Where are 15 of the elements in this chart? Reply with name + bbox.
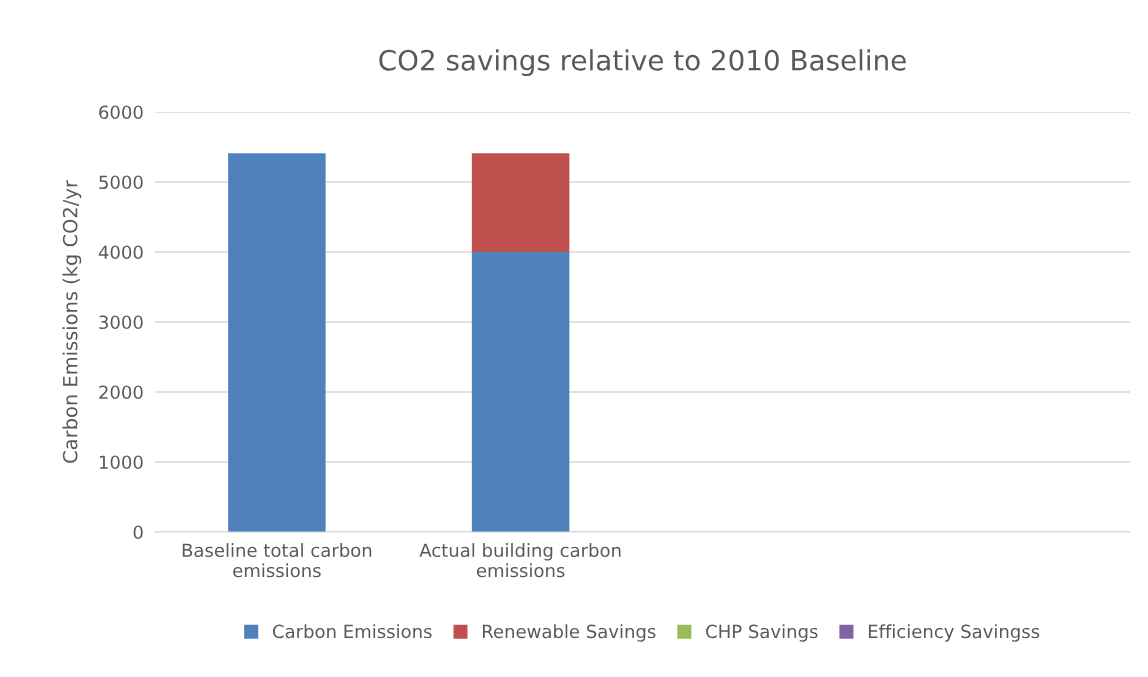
y-tick-label: 6000	[99, 105, 143, 120]
y-tick-label: 4000	[98, 245, 143, 260]
legend-label: Efficiency Savingss	[868, 624, 1040, 642]
y-tick-label: 2000	[99, 385, 143, 400]
chart-title: CO2 savings relative to 2010 Baseline	[379, 49, 906, 77]
x-tick-label: Baseline total carbon emissions	[182, 543, 372, 578]
y-tick-label: 5000	[99, 175, 143, 190]
legend-label: Carbon Emissions	[272, 624, 432, 639]
y-tick-label: 1000	[99, 455, 143, 470]
x-tick-label: Actual building carbon emissions	[419, 543, 621, 578]
legend-label: CHP Savings	[706, 624, 818, 642]
y-axis-title: Carbon Emissions (kg CO2/yr	[62, 180, 82, 463]
y-tick-label: 0	[133, 525, 143, 540]
legend-label: Renewable Savings	[483, 624, 656, 642]
y-tick-label: 3000	[99, 315, 143, 330]
